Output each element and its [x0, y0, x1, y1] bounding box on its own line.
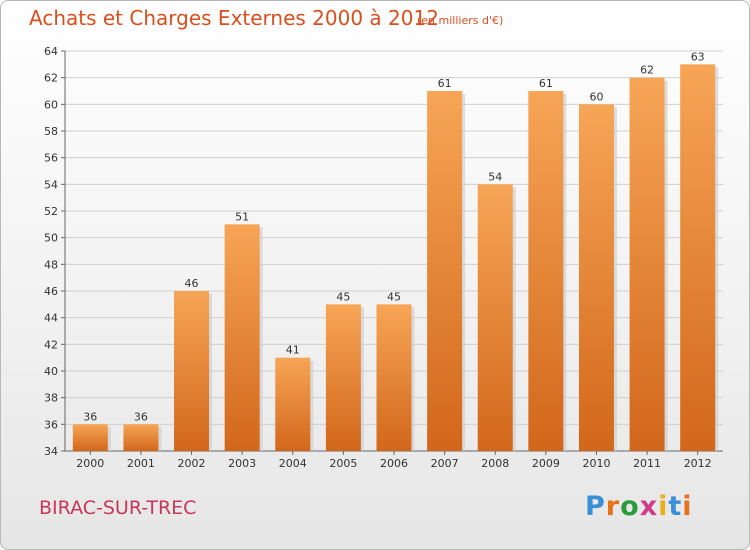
y-tick-label: 54 — [44, 178, 58, 191]
value-label: 45 — [387, 290, 401, 303]
x-tick-label: 2011 — [633, 457, 661, 470]
y-tick-label: 58 — [44, 125, 58, 138]
bar-2002 — [174, 291, 210, 451]
y-tick-label: 50 — [44, 232, 58, 245]
bar-2010 — [578, 104, 614, 451]
y-tick-label: 46 — [44, 285, 58, 298]
y-tick-label: 52 — [44, 205, 58, 218]
bar-2007 — [427, 91, 463, 451]
value-label: 54 — [488, 170, 502, 183]
x-tick-label: 2007 — [431, 457, 459, 470]
bar-2009 — [528, 91, 564, 451]
x-tick-label: 2008 — [481, 457, 509, 470]
x-tick-label: 2001 — [127, 457, 155, 470]
value-label: 36 — [134, 410, 148, 423]
x-tick-label: 2004 — [279, 457, 307, 470]
x-tick-label: 2009 — [532, 457, 560, 470]
y-tick-label: 44 — [44, 312, 58, 325]
value-label: 36 — [83, 410, 97, 423]
value-label: 41 — [286, 344, 300, 357]
bar-2006 — [376, 304, 412, 451]
bar-2012 — [680, 64, 716, 452]
y-tick-label: 48 — [44, 258, 58, 271]
y-tick-label: 64 — [44, 45, 58, 58]
y-tick-label: 40 — [44, 365, 58, 378]
city-name: BIRAC-SUR-TREC — [39, 497, 197, 519]
bar-2003 — [224, 224, 260, 451]
value-label: 51 — [235, 210, 249, 223]
y-tick-label: 38 — [44, 392, 58, 405]
x-tick-label: 2000 — [76, 457, 104, 470]
chart-title: Achats et Charges Externes 2000 à 2012 — [29, 6, 439, 30]
bar-2008 — [477, 184, 513, 452]
bar-2011 — [629, 77, 665, 452]
bar-2004 — [275, 357, 311, 451]
value-label: 45 — [336, 290, 350, 303]
y-tick-label: 36 — [44, 418, 58, 431]
y-tick-label: 56 — [44, 152, 58, 165]
x-tick-label: 2005 — [329, 457, 357, 470]
value-label: 61 — [539, 77, 553, 90]
bar-2000 — [72, 424, 108, 451]
chart-unit-note: (en milliers d'€) — [417, 14, 504, 27]
value-label: 63 — [691, 50, 705, 63]
bar-2005 — [325, 304, 361, 451]
value-label: 62 — [640, 64, 654, 77]
proxiti-logo: Proxiti — [585, 491, 693, 522]
x-tick-label: 2006 — [380, 457, 408, 470]
y-tick-label: 42 — [44, 338, 58, 351]
x-tick-label: 2012 — [684, 457, 712, 470]
y-tick-label: 62 — [44, 72, 58, 85]
value-label: 46 — [185, 277, 199, 290]
bar-2001 — [123, 424, 159, 451]
x-tick-label: 2002 — [178, 457, 206, 470]
bars — [72, 64, 719, 452]
labels: 34 36 38 40 42 44 46 48 50 52 54 56 58 60 62 64 2000 36 20… — [44, 45, 712, 470]
x-tick-label: 2003 — [228, 457, 256, 470]
value-label: 61 — [438, 77, 452, 90]
y-tick-label: 60 — [44, 98, 58, 111]
value-label: 60 — [589, 90, 603, 103]
y-tick-label: 34 — [44, 445, 58, 458]
x-tick-label: 2010 — [582, 457, 610, 470]
